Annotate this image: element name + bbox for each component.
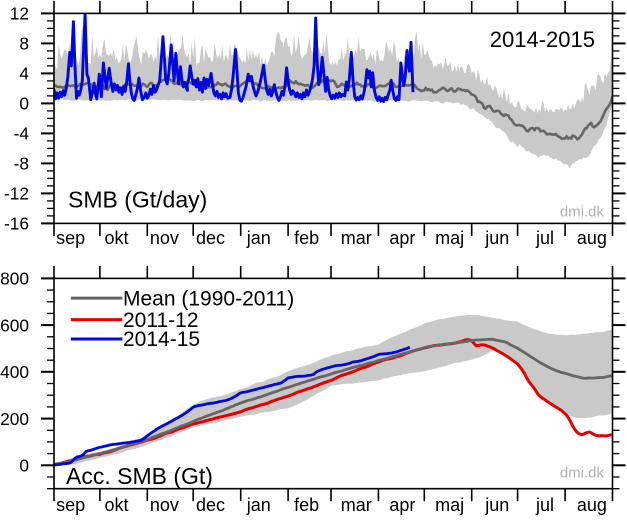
svg-text:sep: sep <box>56 228 85 248</box>
svg-text:600: 600 <box>0 315 29 335</box>
svg-text:okt: okt <box>104 228 128 248</box>
svg-text:-16: -16 <box>4 214 29 234</box>
svg-text:nov: nov <box>150 495 179 515</box>
svg-text:Acc. SMB (Gt): Acc. SMB (Gt) <box>66 463 213 489</box>
svg-text:jan: jan <box>246 228 271 248</box>
svg-text:4: 4 <box>19 64 29 84</box>
svg-text:jun: jun <box>484 228 509 248</box>
svg-text:dmi.dk: dmi.dk <box>560 204 605 221</box>
svg-text:jul: jul <box>535 495 554 515</box>
svg-text:dec: dec <box>196 228 225 248</box>
svg-text:jun: jun <box>484 495 509 515</box>
svg-text:jan: jan <box>246 495 271 515</box>
svg-text:0: 0 <box>19 94 29 114</box>
svg-text:12: 12 <box>10 4 29 24</box>
svg-text:SMB (Gt/day): SMB (Gt/day) <box>68 187 207 213</box>
svg-text:maj: maj <box>435 228 464 248</box>
svg-text:jul: jul <box>535 228 554 248</box>
svg-text:200: 200 <box>0 409 29 429</box>
svg-text:feb: feb <box>294 228 319 248</box>
svg-text:feb: feb <box>294 495 319 515</box>
svg-text:2011-12: 2011-12 <box>123 309 199 332</box>
svg-text:apr: apr <box>389 228 415 248</box>
svg-text:aug: aug <box>577 228 607 248</box>
svg-text:-4: -4 <box>14 124 30 144</box>
svg-text:2014-15: 2014-15 <box>123 328 200 351</box>
svg-text:mar: mar <box>341 495 372 515</box>
svg-text:-8: -8 <box>14 154 29 174</box>
svg-text:dmi.dk: dmi.dk <box>560 465 605 482</box>
svg-text:mar: mar <box>341 228 372 248</box>
svg-text:dec: dec <box>196 495 225 515</box>
svg-text:2014-2015: 2014-2015 <box>490 27 595 52</box>
svg-text:nov: nov <box>150 228 179 248</box>
svg-text:8: 8 <box>19 34 29 54</box>
svg-text:400: 400 <box>0 362 29 382</box>
svg-text:-12: -12 <box>4 184 29 204</box>
svg-text:0: 0 <box>19 456 29 476</box>
svg-text:sep: sep <box>56 495 85 515</box>
svg-text:okt: okt <box>104 495 128 515</box>
svg-text:apr: apr <box>389 495 415 515</box>
svg-text:Mean (1990-2011): Mean (1990-2011) <box>123 287 294 310</box>
svg-text:aug: aug <box>577 495 607 515</box>
svg-text:800: 800 <box>0 269 29 289</box>
svg-text:maj: maj <box>435 495 464 515</box>
